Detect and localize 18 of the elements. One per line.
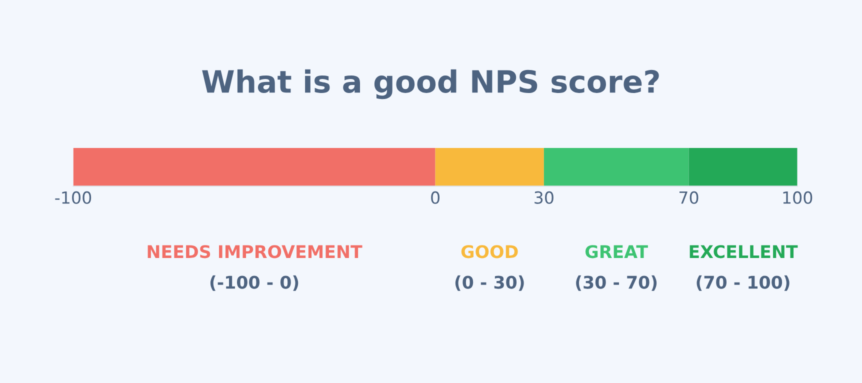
text: GREAT	[585, 245, 648, 258]
text: (70 - 100)	[696, 275, 790, 291]
text: NEEDS IMPROVEMENT	[148, 245, 362, 258]
text: EXCELLENT	[690, 245, 798, 258]
bar	[688, 148, 798, 186]
x-tick-label: 30	[534, 191, 554, 204]
text: GOOD	[461, 245, 518, 258]
text: (-100 - 0)	[210, 275, 298, 291]
x-tick-label: 0	[431, 191, 440, 204]
chart-title: What is a good NPS score?	[202, 69, 659, 100]
x-tick-label: -100	[55, 191, 92, 204]
text: (30 - 70)	[576, 275, 657, 291]
x-tick-label: 100	[783, 191, 812, 204]
text: (0 - 30)	[455, 275, 524, 291]
x-tick-label: 70	[680, 191, 698, 204]
bar	[544, 148, 689, 186]
bar	[73, 148, 436, 186]
bar	[435, 148, 544, 186]
